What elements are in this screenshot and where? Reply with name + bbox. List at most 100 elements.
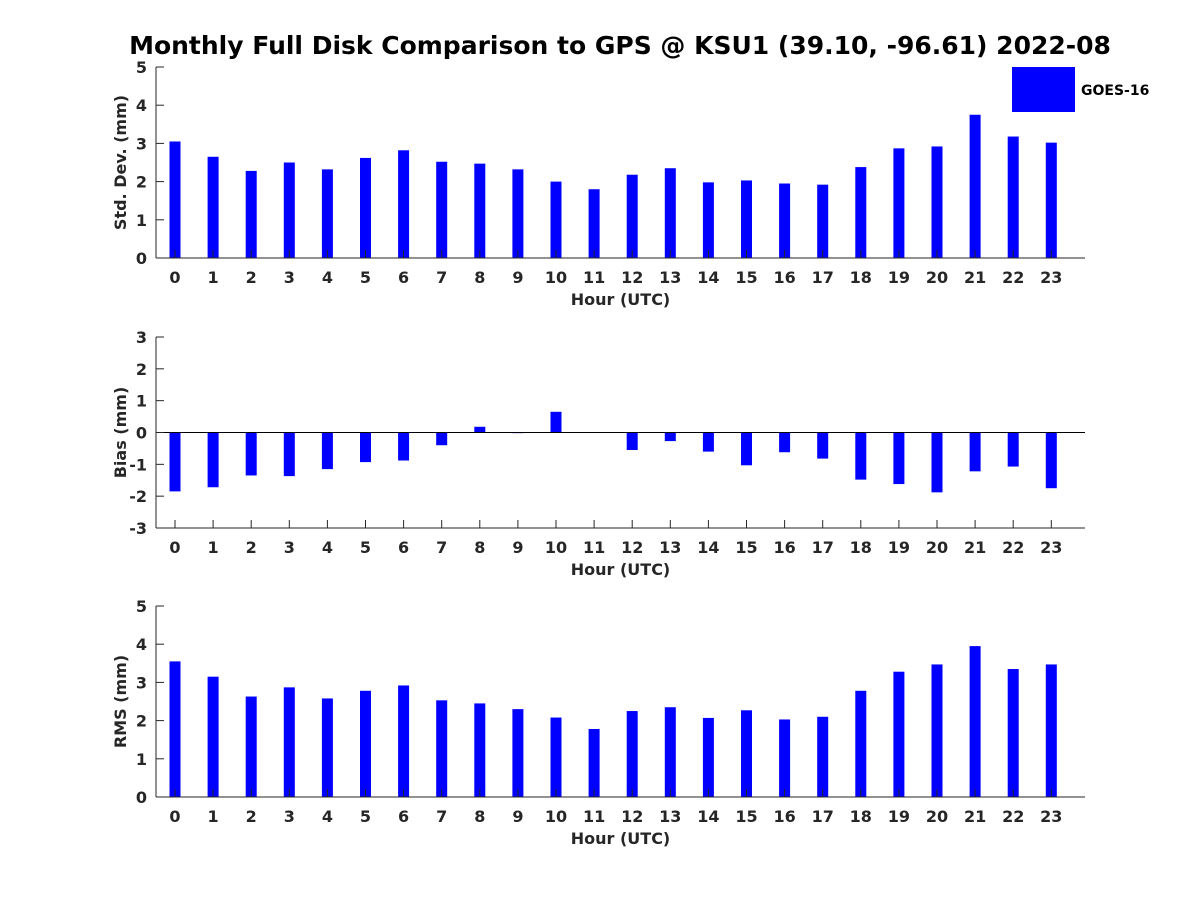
- bar-hour-23: [1045, 664, 1057, 797]
- bar-hour-17: [817, 716, 829, 797]
- bar-hour-12: [626, 432, 638, 451]
- x-tick-label: 22: [1002, 538, 1024, 557]
- bar-hour-14: [702, 182, 714, 258]
- bar-hour-22: [1007, 432, 1019, 467]
- x-tick-label: 9: [512, 807, 523, 826]
- x-tick-label: 22: [1002, 268, 1024, 287]
- x-tick-label: 17: [812, 268, 834, 287]
- legend-swatch: [1012, 67, 1075, 112]
- bar-hour-22: [1007, 136, 1019, 258]
- x-tick-label: 5: [360, 538, 371, 557]
- bar-hour-0: [169, 661, 181, 797]
- x-tick-label: 1: [208, 538, 219, 557]
- std-dev-y-axis-label: Std. Dev. (mm): [111, 95, 130, 230]
- y-tick-label: 1: [136, 211, 147, 230]
- y-tick-label: 3: [136, 673, 147, 692]
- x-tick-label: 12: [621, 268, 643, 287]
- x-tick-label: 21: [964, 268, 986, 287]
- x-tick-label: 4: [322, 807, 333, 826]
- y-tick-label: 0: [136, 788, 147, 807]
- bar-hour-1: [207, 432, 219, 488]
- bar-hour-5: [360, 432, 371, 463]
- legend: GOES-16: [1012, 67, 1149, 112]
- x-tick-label: 17: [812, 807, 834, 826]
- x-tick-label: 14: [697, 268, 719, 287]
- bar-hour-3: [283, 687, 295, 797]
- y-tick-label: -1: [129, 455, 147, 474]
- x-tick-label: 1: [208, 268, 219, 287]
- x-tick-label: 19: [888, 807, 910, 826]
- bar-hour-8: [474, 163, 486, 258]
- bar-hour-17: [817, 432, 829, 459]
- x-tick-label: 22: [1002, 807, 1024, 826]
- bar-hour-2: [245, 432, 257, 476]
- bar-hour-11: [588, 189, 600, 258]
- bar-hour-8: [474, 426, 486, 433]
- y-tick-label: 4: [136, 96, 147, 115]
- x-tick-label: 0: [169, 268, 180, 287]
- bar-hour-9: [512, 169, 524, 258]
- y-tick-label: 3: [136, 328, 147, 347]
- x-tick-label: 13: [659, 807, 681, 826]
- x-tick-label: 6: [398, 538, 409, 557]
- bar-hour-19: [893, 148, 905, 258]
- x-tick-label: 11: [583, 807, 605, 826]
- bar-hour-5: [360, 690, 371, 797]
- bar-hour-0: [169, 141, 181, 258]
- y-tick-label: -2: [129, 487, 147, 506]
- y-tick-label: 2: [136, 173, 147, 192]
- bar-hour-16: [779, 719, 791, 797]
- bar-hour-17: [817, 184, 829, 258]
- x-tick-label: 19: [888, 538, 910, 557]
- x-tick-label: 6: [398, 807, 409, 826]
- bar-hour-15: [741, 710, 752, 797]
- y-tick-label: 0: [136, 424, 147, 443]
- bar-hour-13: [664, 432, 676, 442]
- x-tick-label: 8: [474, 538, 485, 557]
- x-tick-label: 3: [284, 538, 295, 557]
- x-tick-label: 4: [322, 538, 333, 557]
- x-tick-label: 8: [474, 268, 485, 287]
- bar-hour-10: [550, 411, 562, 433]
- bar-hour-7: [436, 700, 448, 797]
- x-tick-label: 12: [621, 807, 643, 826]
- bar-hour-4: [321, 432, 333, 470]
- bar-hour-6: [398, 432, 410, 461]
- y-tick-label: 5: [136, 58, 147, 77]
- x-tick-label: 4: [322, 268, 333, 287]
- x-tick-label: 23: [1040, 538, 1062, 557]
- x-tick-label: 11: [583, 538, 605, 557]
- bar-hour-23: [1045, 432, 1057, 489]
- x-tick-label: 20: [926, 807, 948, 826]
- x-tick-label: 1: [208, 807, 219, 826]
- bias-y-axis-label: Bias (mm): [111, 387, 130, 479]
- bar-hour-10: [550, 717, 562, 797]
- bar-hour-7: [436, 432, 448, 446]
- x-tick-label: 5: [360, 807, 371, 826]
- bar-hour-3: [283, 432, 295, 477]
- x-tick-label: 14: [697, 538, 719, 557]
- bar-hour-21: [969, 432, 981, 472]
- bar-hour-4: [321, 169, 333, 258]
- legend-label: GOES-16: [1081, 83, 1149, 99]
- y-tick-label: 1: [136, 392, 147, 411]
- y-tick-label: 0: [136, 249, 147, 268]
- x-tick-label: 9: [512, 538, 523, 557]
- x-tick-label: 18: [850, 268, 872, 287]
- x-tick-label: 7: [436, 538, 447, 557]
- x-tick-label: 16: [773, 538, 795, 557]
- bar-hour-12: [626, 174, 638, 258]
- bar-hour-3: [283, 162, 295, 258]
- bar-hour-20: [931, 432, 943, 493]
- bar-hour-9: [512, 709, 524, 797]
- y-tick-label: -3: [129, 519, 147, 538]
- bar-hour-7: [436, 161, 448, 258]
- rms-x-axis-label: Hour (UTC): [571, 829, 671, 848]
- x-tick-label: 15: [735, 538, 757, 557]
- bias-x-axis-label: Hour (UTC): [571, 560, 671, 579]
- x-tick-label: 3: [284, 807, 295, 826]
- x-tick-label: 10: [545, 538, 567, 557]
- bar-hour-18: [855, 167, 867, 258]
